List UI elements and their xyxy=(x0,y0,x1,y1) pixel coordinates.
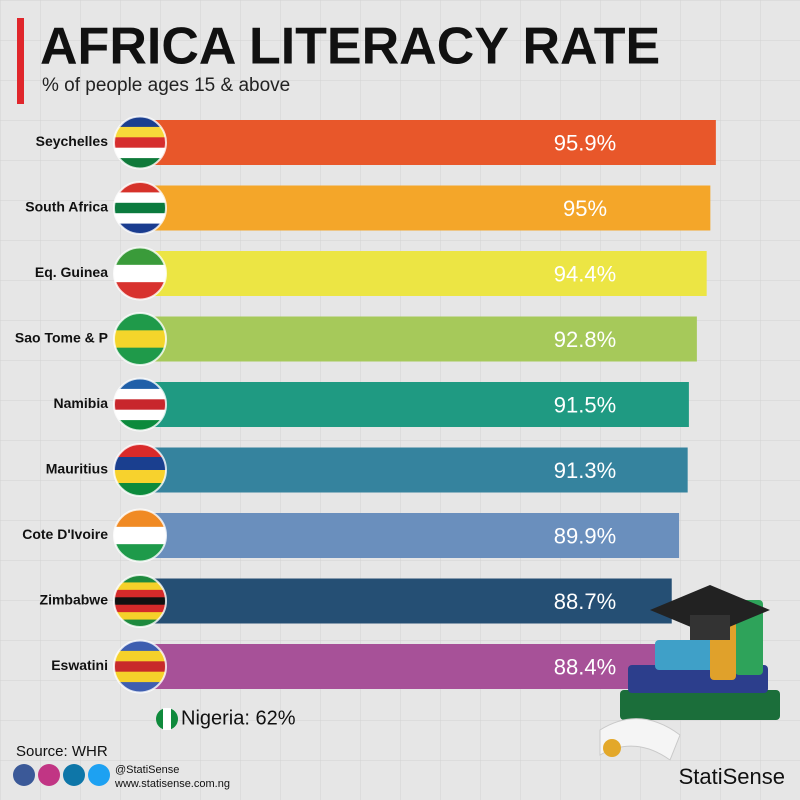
category-label: South Africa xyxy=(25,199,108,215)
flag-stripe xyxy=(114,330,166,349)
flag-gloss xyxy=(113,312,167,366)
website: www.statisense.com.ng xyxy=(114,778,230,790)
flag-stripe xyxy=(114,682,166,693)
flag-stripe xyxy=(114,264,166,283)
flag-gloss xyxy=(113,508,167,563)
flag-gloss xyxy=(113,246,167,301)
flag-gloss xyxy=(113,639,167,694)
flag xyxy=(114,575,166,627)
bar xyxy=(128,644,670,689)
value-label: 88.7% xyxy=(554,589,616,614)
flag-stripe xyxy=(114,126,166,138)
flag-stripe xyxy=(114,223,166,234)
value-label: 91.5% xyxy=(554,392,616,417)
flag-stripe xyxy=(114,388,166,400)
flag xyxy=(114,182,166,234)
flag-stripe xyxy=(114,182,166,193)
flag-stripe xyxy=(114,604,166,613)
bar xyxy=(128,316,697,362)
flag xyxy=(114,378,166,431)
chart-subtitle: % of people ages 15 & above xyxy=(42,75,290,96)
category-label: Cote D'Ivoire xyxy=(22,526,108,542)
flag-stripe xyxy=(114,202,166,214)
flag-stripe xyxy=(114,378,166,390)
flag-stripe xyxy=(114,650,166,662)
flag-stripe xyxy=(114,582,166,591)
flag-stripe xyxy=(114,409,166,421)
value-label: 88.4% xyxy=(554,654,616,679)
flag-stripe xyxy=(114,137,166,149)
value-label: 89.9% xyxy=(554,523,616,548)
flag-stripe xyxy=(114,575,166,583)
flag-stripe xyxy=(114,526,166,545)
flag-gloss xyxy=(113,377,167,432)
value-label: 91.3% xyxy=(554,458,616,483)
value-label: 95% xyxy=(563,196,607,221)
bar xyxy=(128,382,689,427)
flag-stripe xyxy=(114,470,166,484)
value-label: 92.8% xyxy=(554,327,616,352)
brand: StatiSense xyxy=(679,764,785,789)
social-icons xyxy=(13,764,110,786)
handle: @StatiSense xyxy=(115,764,179,776)
flag xyxy=(114,116,166,169)
flag-stripe xyxy=(114,147,166,159)
flag-stripe xyxy=(114,457,166,471)
illustration xyxy=(599,585,780,761)
bar xyxy=(128,447,688,493)
bar xyxy=(128,251,707,296)
category-label: Seychelles xyxy=(36,133,109,149)
category-label: Eswatini xyxy=(51,657,108,673)
title-accent xyxy=(17,18,24,104)
annotation: Nigeria: 62% xyxy=(181,707,296,729)
flag-stripe xyxy=(114,671,166,683)
bar xyxy=(128,578,672,624)
category-label: Sao Tome & P xyxy=(15,330,108,346)
chart-title: AFRICA LITERACY RATE xyxy=(40,18,660,76)
flag xyxy=(114,640,166,693)
nigeria-flag xyxy=(156,708,178,730)
bar xyxy=(128,185,711,231)
category-label: Zimbabwe xyxy=(40,592,109,608)
flag-stripe xyxy=(114,661,166,673)
flag-gloss xyxy=(113,115,167,170)
flag-stripe xyxy=(114,640,166,652)
flag-stripe xyxy=(114,192,166,204)
flag-stripe xyxy=(114,158,166,169)
bar xyxy=(128,120,716,165)
flag-stripe xyxy=(114,612,166,621)
category-label: Eq. Guinea xyxy=(35,264,108,280)
flag-gloss xyxy=(113,181,167,235)
category-label: Namibia xyxy=(54,395,109,411)
flag-stripe xyxy=(114,597,166,606)
flag-stripe xyxy=(114,619,166,627)
value-label: 95.9% xyxy=(554,130,616,155)
source: Source: WHR xyxy=(16,743,108,760)
flag-gloss xyxy=(113,574,167,628)
bars: 95.9% Seychelles 95% South Africa 94.4% Eq. G… xyxy=(15,115,716,694)
flag-stripe xyxy=(114,399,166,411)
flag-stripe xyxy=(114,213,166,225)
value-label: 94.4% xyxy=(554,261,616,286)
bar xyxy=(128,513,680,558)
category-label: Mauritius xyxy=(46,461,108,477)
flag-stripe xyxy=(114,589,166,598)
flag-gloss xyxy=(113,443,167,497)
flag-stripe xyxy=(114,116,166,128)
flag-stripe xyxy=(114,420,166,431)
